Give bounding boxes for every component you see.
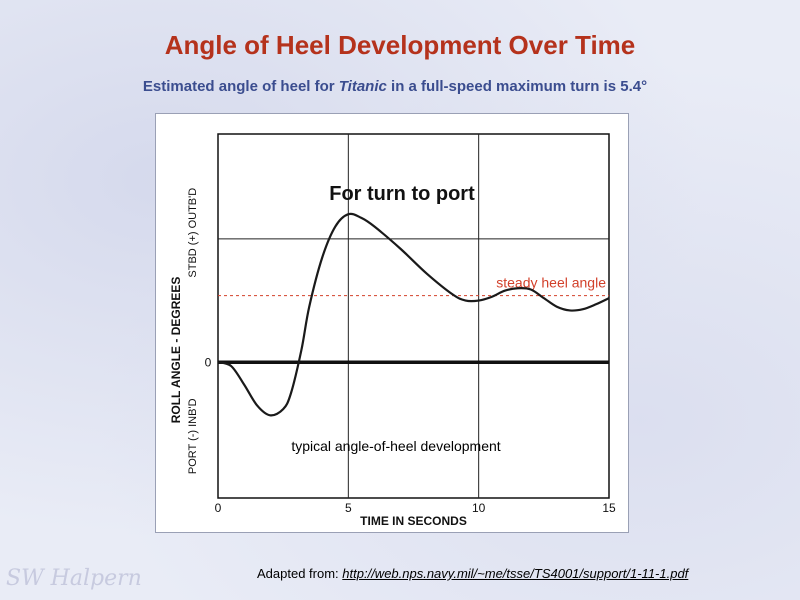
y-axis-label: ROLL ANGLE - DEGREES bbox=[169, 277, 183, 424]
slide-subtitle: Estimated angle of heel for Titanic in a… bbox=[0, 78, 790, 95]
subtitle-ship-name: Titanic bbox=[338, 78, 387, 95]
roll-angle-chart: steady heel angle For turn to port typica… bbox=[169, 133, 616, 528]
y-axis-label-negative: PORT (-) INB'D bbox=[187, 398, 199, 474]
x-tick-label-10: 10 bbox=[472, 501, 486, 515]
x-tick-label-0: 0 bbox=[215, 501, 222, 515]
series-line-heel-development bbox=[217, 212, 610, 417]
chart-annotation: typical angle-of-heel development bbox=[291, 438, 500, 454]
plot-frame bbox=[217, 133, 610, 499]
author-signature: SW Halpern bbox=[6, 566, 142, 591]
curve-layer bbox=[217, 212, 610, 417]
subtitle-post: in a full-speed maximum turn is 5.4° bbox=[386, 78, 648, 95]
chart-text-layer: For turn to port typical angle-of-heel de… bbox=[169, 183, 616, 528]
grid-layer bbox=[217, 133, 610, 499]
credit-label: Adapted from: bbox=[257, 566, 343, 581]
steady-heel-layer: steady heel angle bbox=[218, 275, 609, 297]
steady-heel-label: steady heel angle bbox=[496, 275, 606, 291]
chart-title: For turn to port bbox=[329, 183, 475, 205]
x-tick-label-15: 15 bbox=[602, 501, 616, 515]
subtitle-pre: Estimated angle of heel for bbox=[142, 78, 339, 95]
y-axis-label-positive: STBD (+) OUTB'D bbox=[187, 188, 199, 278]
slide-title: Angle of Heel Development Over Time bbox=[164, 30, 636, 60]
source-credit: Adapted from: http://web.nps.navy.mil/~m… bbox=[257, 566, 688, 581]
chart-panel: steady heel angle For turn to port typica… bbox=[155, 113, 629, 533]
source-link[interactable]: http://web.nps.navy.mil/~me/tsse/TS4001/… bbox=[342, 566, 689, 581]
y-zero-label: 0 bbox=[205, 355, 212, 369]
x-tick-label-5: 5 bbox=[345, 501, 352, 515]
x-axis-label: TIME IN SECONDS bbox=[360, 514, 467, 528]
